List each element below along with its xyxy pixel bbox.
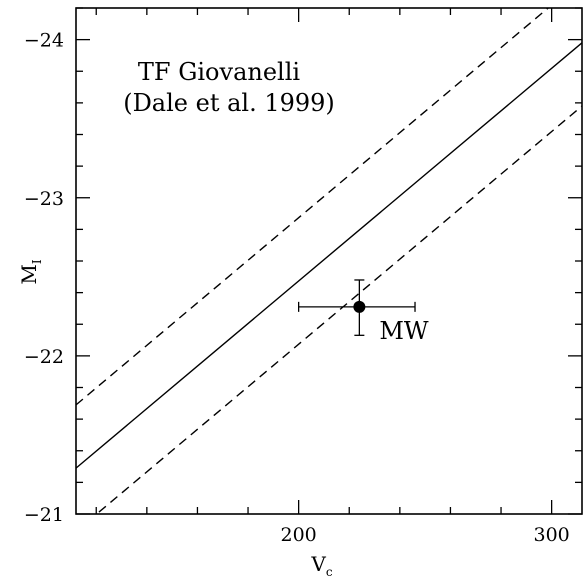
x-axis-title-sub: c <box>326 565 333 579</box>
ticks-layer: 200 300 −21 −22 −23 −24 <box>24 7 582 546</box>
y-axis-title: MI <box>17 259 44 284</box>
points-layer: MW <box>297 279 429 345</box>
plot-frame <box>75 7 583 515</box>
x-axis-title: Vc <box>310 552 332 579</box>
series-layer <box>76 8 582 514</box>
annotation-line-1: TF Giovanelli <box>138 58 300 86</box>
x-axis-title-main: V <box>310 552 326 576</box>
y-tick-label: −24 <box>24 30 64 52</box>
y-axis-title-main: M <box>17 264 41 284</box>
dashed-line-1 <box>76 8 550 406</box>
mw-point-label: MW <box>379 317 429 345</box>
y-axis-title-group: MI <box>17 259 44 284</box>
mw-data-point <box>353 300 366 313</box>
x-tick-label: 300 <box>534 524 570 546</box>
solid-fit-line <box>76 42 582 469</box>
x-tick-label: 200 <box>281 524 317 546</box>
dashed-line-2 <box>95 105 582 514</box>
y-tick-label: −22 <box>24 346 64 368</box>
y-tick-label: −23 <box>24 188 64 210</box>
y-tick-label: −21 <box>24 504 64 526</box>
y-axis-title-sub: I <box>30 259 44 264</box>
annotation-line-2: (Dale et al. 1999) <box>123 89 335 117</box>
